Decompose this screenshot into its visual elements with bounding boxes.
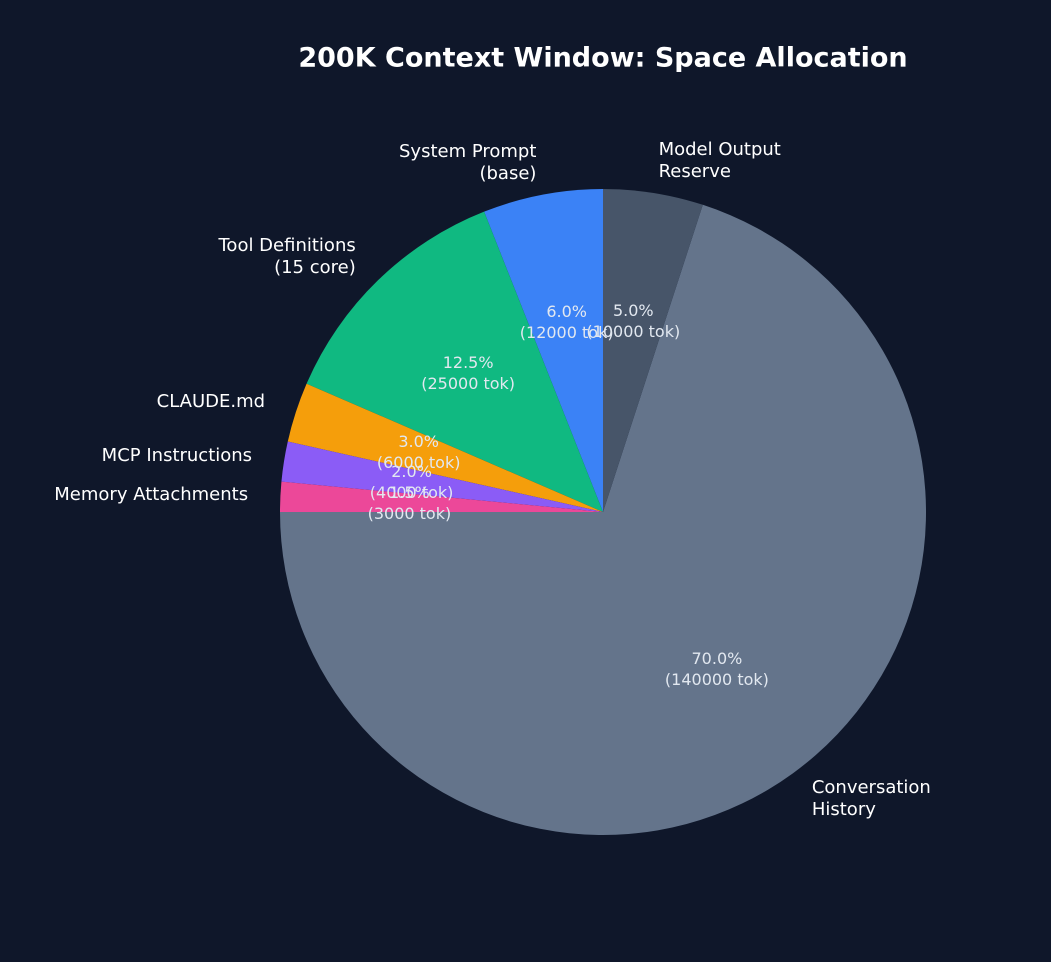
pie-slice bbox=[306, 211, 603, 512]
slice-value-label: 2.0% (4000 tok) bbox=[369, 461, 454, 502]
slice-label: Tool Definitions (15 core) bbox=[218, 234, 356, 278]
slice-value-label: 1.5% (3000 tok) bbox=[367, 482, 452, 523]
slice-label: Conversation History bbox=[811, 777, 931, 821]
slice-label: Memory Attachments bbox=[54, 484, 249, 506]
slice-value-label: 70.0% (140000 tok) bbox=[664, 648, 769, 689]
slice-value-label: 5.0% (10000 tok) bbox=[586, 300, 681, 341]
slice-value-label: 12.5% (25000 tok) bbox=[421, 352, 516, 393]
slice-value-label: 3.0% (6000 tok) bbox=[376, 432, 461, 473]
chart-title: 200K Context Window: Space Allocation bbox=[298, 42, 908, 74]
pie-slice bbox=[287, 383, 603, 512]
pie-slice bbox=[280, 481, 603, 512]
slice-value-label: 6.0% (12000 tok) bbox=[519, 301, 614, 342]
slice-label: Model Output Reserve bbox=[658, 139, 781, 183]
pie-slice bbox=[484, 189, 603, 512]
slice-label: CLAUDE.md bbox=[156, 391, 266, 413]
slice-label: System Prompt (base) bbox=[399, 140, 537, 184]
slice-label: MCP Instructions bbox=[101, 445, 253, 467]
pie-slice bbox=[603, 189, 703, 512]
pie-slice bbox=[280, 204, 927, 836]
pie-slice bbox=[281, 441, 603, 512]
